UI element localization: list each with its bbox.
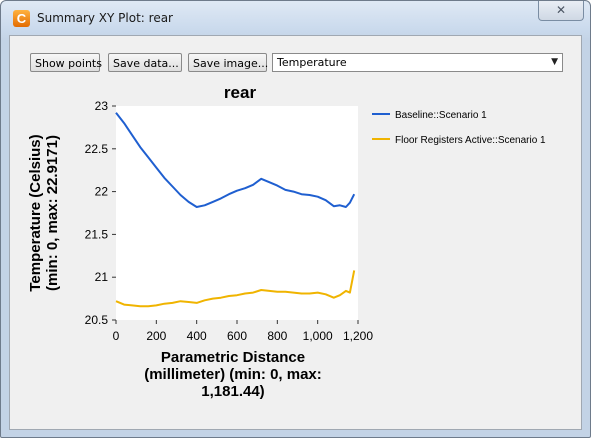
chevron-down-icon[interactable]: ▼ (551, 54, 558, 71)
x-tick-label: 0 (113, 329, 120, 343)
save-data-button[interactable]: Save data... (108, 53, 182, 72)
y-tick-label: 21 (95, 270, 109, 284)
window-client-area: Show points Save data... Save image... T… (9, 35, 582, 430)
app-logo-icon: C (13, 10, 30, 27)
y-tick-label: 20.5 (85, 313, 109, 327)
x-tick-label: 1,000 (303, 329, 333, 343)
chart-area: rear 20.5 21 21.5 22 22.5 23 0 200 400 600 800 1,000… (10, 76, 581, 429)
plot-background (116, 106, 358, 320)
chart-title: rear (224, 83, 257, 102)
y-axis-label: Temperature (Celsius) (27, 134, 44, 291)
y-tick-label: 22 (95, 185, 109, 199)
x-axis-label: 1,181.44) (201, 383, 264, 400)
x-tick-label: 600 (227, 329, 247, 343)
legend-label-1: Baseline::Scenario 1 (395, 110, 487, 121)
x-tick-label: 400 (187, 329, 207, 343)
window-title: Summary XY Plot: rear (37, 11, 173, 25)
show-points-button[interactable]: Show points (30, 53, 100, 72)
x-tick-label: 1,200 (343, 329, 373, 343)
y-axis-label: (min: 0, max: 22.9171) (44, 135, 61, 291)
legend-label-2: Floor Registers Active::Scenario 1 (395, 135, 546, 146)
x-tick-label: 200 (146, 329, 166, 343)
x-axis-label: Parametric Distance (161, 349, 305, 366)
variable-select[interactable]: Temperature ▼ (272, 53, 563, 72)
save-image-button[interactable]: Save image... (188, 53, 267, 72)
close-button[interactable]: ✕ (538, 1, 584, 21)
x-tick-label: 800 (267, 329, 287, 343)
y-tick-label: 23 (95, 99, 109, 113)
variable-select-value: Temperature (277, 56, 347, 69)
y-tick-label: 22.5 (85, 142, 109, 156)
title-bar[interactable]: C Summary XY Plot: rear ✕ (1, 1, 590, 35)
y-tick-label: 21.5 (85, 227, 109, 241)
xy-plot: rear 20.5 21 21.5 22 22.5 23 0 200 400 600 800 1,000… (10, 76, 581, 429)
x-axis-label: (millimeter) (min: 0, max: (144, 366, 322, 383)
